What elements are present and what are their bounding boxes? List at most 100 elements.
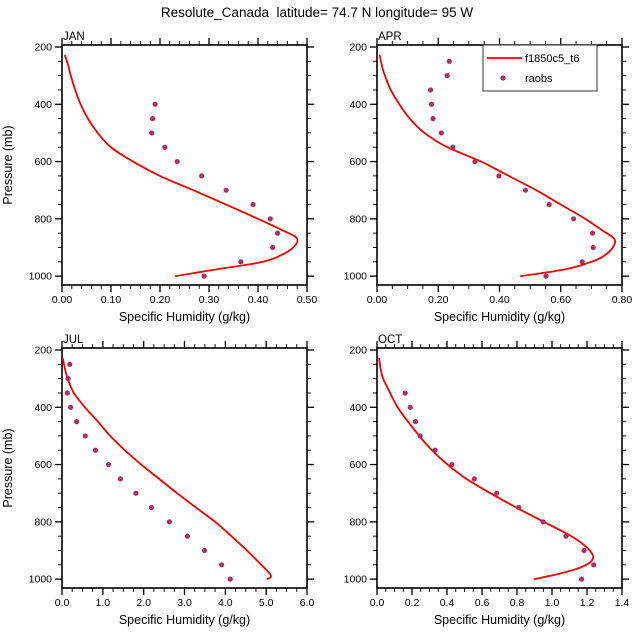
raobs-point [275,230,281,236]
x-tick-label: 0.00 [52,294,73,306]
raobs-point [148,504,155,511]
raobs-point [199,173,205,179]
x-tick-label: 4.0 [218,597,233,609]
y-tick-label: 200 [349,345,367,357]
raobs-point [201,273,207,279]
raobs-point [546,201,552,208]
y-tick-label: 1000 [29,271,53,283]
panel-month-label: APR [378,31,402,43]
raobs-point [438,130,444,136]
model-line [61,357,272,581]
raobs-point [407,404,413,410]
x-tick-label: 2.0 [136,597,151,609]
x-tick-label: 0.40 [489,294,510,306]
legend-box [482,44,598,92]
y-tick-label: 800 [349,516,367,528]
model-line [64,54,299,278]
y-tick-label: 1000 [344,574,368,586]
raobs-point [402,390,408,396]
y-tick-label: 200 [349,42,367,54]
legend-raobs-label: raobs [525,73,553,85]
raobs-point [494,490,500,496]
y-tick-label: 400 [34,99,52,111]
y-tick-label: 200 [34,345,52,357]
panel-month-label: JUL [63,334,84,346]
raobs-point [496,173,502,179]
raobs-point [571,216,577,222]
y-tick-label: 800 [34,516,52,528]
raobs-point [432,447,438,453]
raobs-point [92,447,99,453]
raobs-point [472,158,478,165]
raobs-point [471,476,477,482]
raobs-point [446,58,452,64]
model-line [378,357,595,581]
raobs-point [516,504,522,511]
panel-apr-chart: 0.00 0.20 0.40 0.60 0.80 200 400 600 800 1000 APR S… [344,31,633,324]
y-tick-label: 800 [34,213,52,225]
raobs-point [270,244,276,251]
raobs-points [149,101,281,279]
panel-oct-chart: 0.0 0.2 0.4 0.6 0.8 1.0 1.2 1.4 200 400 600 800 1000… [344,334,630,627]
x-axis-title: Specific Humidity (g/kg) [434,310,565,324]
raobs-point [417,433,423,439]
plot-frame [61,347,308,589]
raobs-point [543,273,549,279]
y-tick-label: 400 [349,99,367,111]
x-axis-title: Specific Humidity (g/kg) [434,613,565,627]
raobs-point [166,519,172,525]
raobs-point [444,73,450,79]
raobs-point [450,144,456,150]
raobs-point [581,547,587,554]
panel-jul-chart: 0.0 1.0 2.0 3.0 4.0 5.0 6.0 200 400 600 800 1000 JUL… [1,334,315,627]
y-tick-label: 600 [34,459,52,471]
y-axis-title: Pressure (mb) [1,428,15,507]
raobs-point [82,433,88,439]
raobs-point [162,144,168,150]
x-tick-label: 1.4 [615,597,630,609]
raobs-point [427,87,434,93]
raobs-point [105,461,112,468]
y-tick-label: 600 [349,156,367,168]
raobs-point [563,533,569,539]
raobs-point [67,404,74,410]
plot-frame [376,347,623,589]
y-tick-label: 1000 [29,574,53,586]
raobs-point [152,101,158,107]
y-tick-label: 800 [349,213,367,225]
y-tick-label: 600 [34,156,52,168]
x-tick-label: 0.6 [475,597,490,609]
raobs-point [184,533,190,539]
x-tick-label: 0.0 [370,597,385,609]
model-line [378,54,617,278]
x-tick-label: 1.0 [96,597,111,609]
x-tick-label: 0.8 [510,597,525,609]
x-tick-label: 1.0 [545,597,560,609]
x-tick-label: 0.2 [405,597,420,609]
x-tick-label: 0.0 [55,597,70,609]
raobs-point [428,101,435,107]
y-axis-title: Pressure (mb) [1,125,15,204]
panel-month-label: JAN [63,31,85,43]
raobs-point [540,519,546,525]
x-tick-label: 0.50 [297,294,318,306]
raobs-points [64,361,233,582]
figure-title: Resolute_Canada latitude= 74.7 N longitu… [160,5,474,20]
y-tick-label: 400 [34,402,52,414]
axes: 0.00 0.20 0.40 0.60 0.80 200 400 600 800 1000 [344,38,632,306]
x-tick-label: 0.20 [150,294,171,306]
raobs-point [227,576,233,582]
x-tick-label: 0.00 [367,294,388,306]
raobs-point [117,476,123,482]
raobs-point [250,201,256,208]
raobs-point [238,259,244,265]
raobs-point [219,562,225,568]
panel-jan-chart: 0.00 0.10 0.20 0.30 0.40 0.50 200 400 600 800 1000… [1,31,318,324]
x-tick-label: 6.0 [300,597,315,609]
raobs-point [590,230,596,236]
y-tick-label: 600 [349,459,367,471]
x-tick-label: 5.0 [259,597,274,609]
raobs-point [590,244,596,251]
raobs-point [150,116,156,122]
